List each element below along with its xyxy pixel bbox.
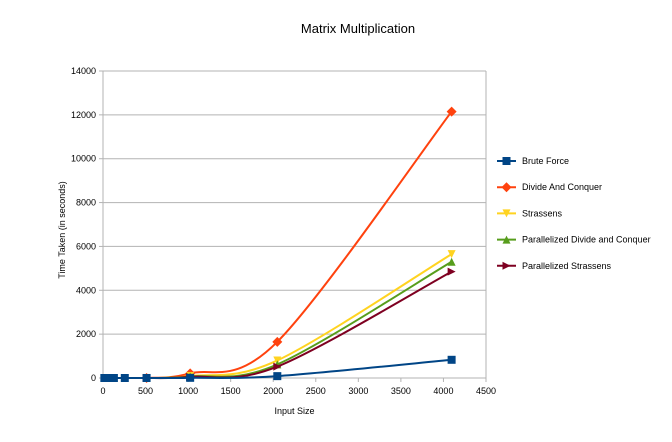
x-tick-label: 1000: [178, 386, 198, 396]
y-tick-label: 12000: [71, 110, 96, 120]
legend-label: Parallelized Divide and Conquer: [522, 235, 651, 245]
x-tick-label: 0: [100, 386, 105, 396]
legend: Brute Force Divide And Conquer Strassens Pa…: [497, 156, 651, 271]
chart-title: Matrix Multiplication: [301, 21, 415, 36]
data-point: [142, 373, 151, 382]
x-axis-title: Input Size: [274, 406, 314, 416]
data-point: [273, 372, 282, 381]
data-point: [272, 336, 283, 347]
x-tick-label: 4500: [476, 386, 496, 396]
y-tick-label: 2000: [76, 329, 96, 339]
data-point: [447, 257, 456, 266]
y-tick-label: 10000: [71, 154, 96, 164]
legend-item: Divide And Conquer: [497, 182, 602, 193]
series-line: [145, 260, 453, 379]
legend-marker: [502, 157, 511, 165]
x-tick-label: 500: [138, 386, 153, 396]
series-0: [100, 355, 456, 382]
legend-label: Strassens: [522, 208, 563, 218]
y-tick-label: 6000: [76, 241, 96, 251]
data-point: [447, 267, 456, 276]
legend-item: Parallelized Divide and Conquer: [497, 235, 651, 245]
legend-label: Parallelized Strassens: [522, 261, 612, 271]
data-point: [104, 374, 113, 382]
data-point: [120, 374, 129, 382]
legend-label: Divide And Conquer: [522, 182, 602, 192]
axes: 0 2000 4000 6000 8000 10000 12000 14000 0 500 1000…: [71, 66, 496, 396]
y-axis-title: Time Taken (in seconds): [57, 181, 67, 279]
series-line: [145, 110, 453, 379]
legend-marker: [502, 235, 511, 244]
data-point: [186, 373, 195, 382]
series-line: [145, 270, 453, 380]
y-tick-label: 14000: [71, 66, 96, 76]
x-tick-label: 3000: [348, 386, 368, 396]
data-point: [447, 250, 456, 259]
legend-label: Brute Force: [522, 156, 569, 166]
legend-item: Strassens: [497, 208, 563, 218]
legend-item: Parallelized Strassens: [497, 261, 612, 271]
legend-marker: [502, 209, 511, 218]
x-tick-label: 3500: [391, 386, 411, 396]
x-tick-label: 2500: [306, 386, 326, 396]
y-tick-label: 4000: [76, 285, 96, 295]
series-1: [141, 106, 457, 383]
y-tick-label: 8000: [76, 198, 96, 208]
legend-item: Brute Force: [497, 156, 569, 166]
legend-marker: [501, 182, 512, 193]
grid-lines: [103, 70, 486, 379]
y-tick-label: 0: [91, 373, 96, 383]
x-tick-label: 4000: [433, 386, 453, 396]
data-point: [273, 362, 282, 371]
x-tick-label: 2000: [263, 386, 283, 396]
data-point: [446, 106, 457, 117]
legend-marker: [502, 261, 511, 270]
data-point: [109, 374, 118, 382]
series-group: [100, 106, 457, 383]
x-tick-label: 1500: [221, 386, 241, 396]
data-point: [447, 355, 456, 364]
